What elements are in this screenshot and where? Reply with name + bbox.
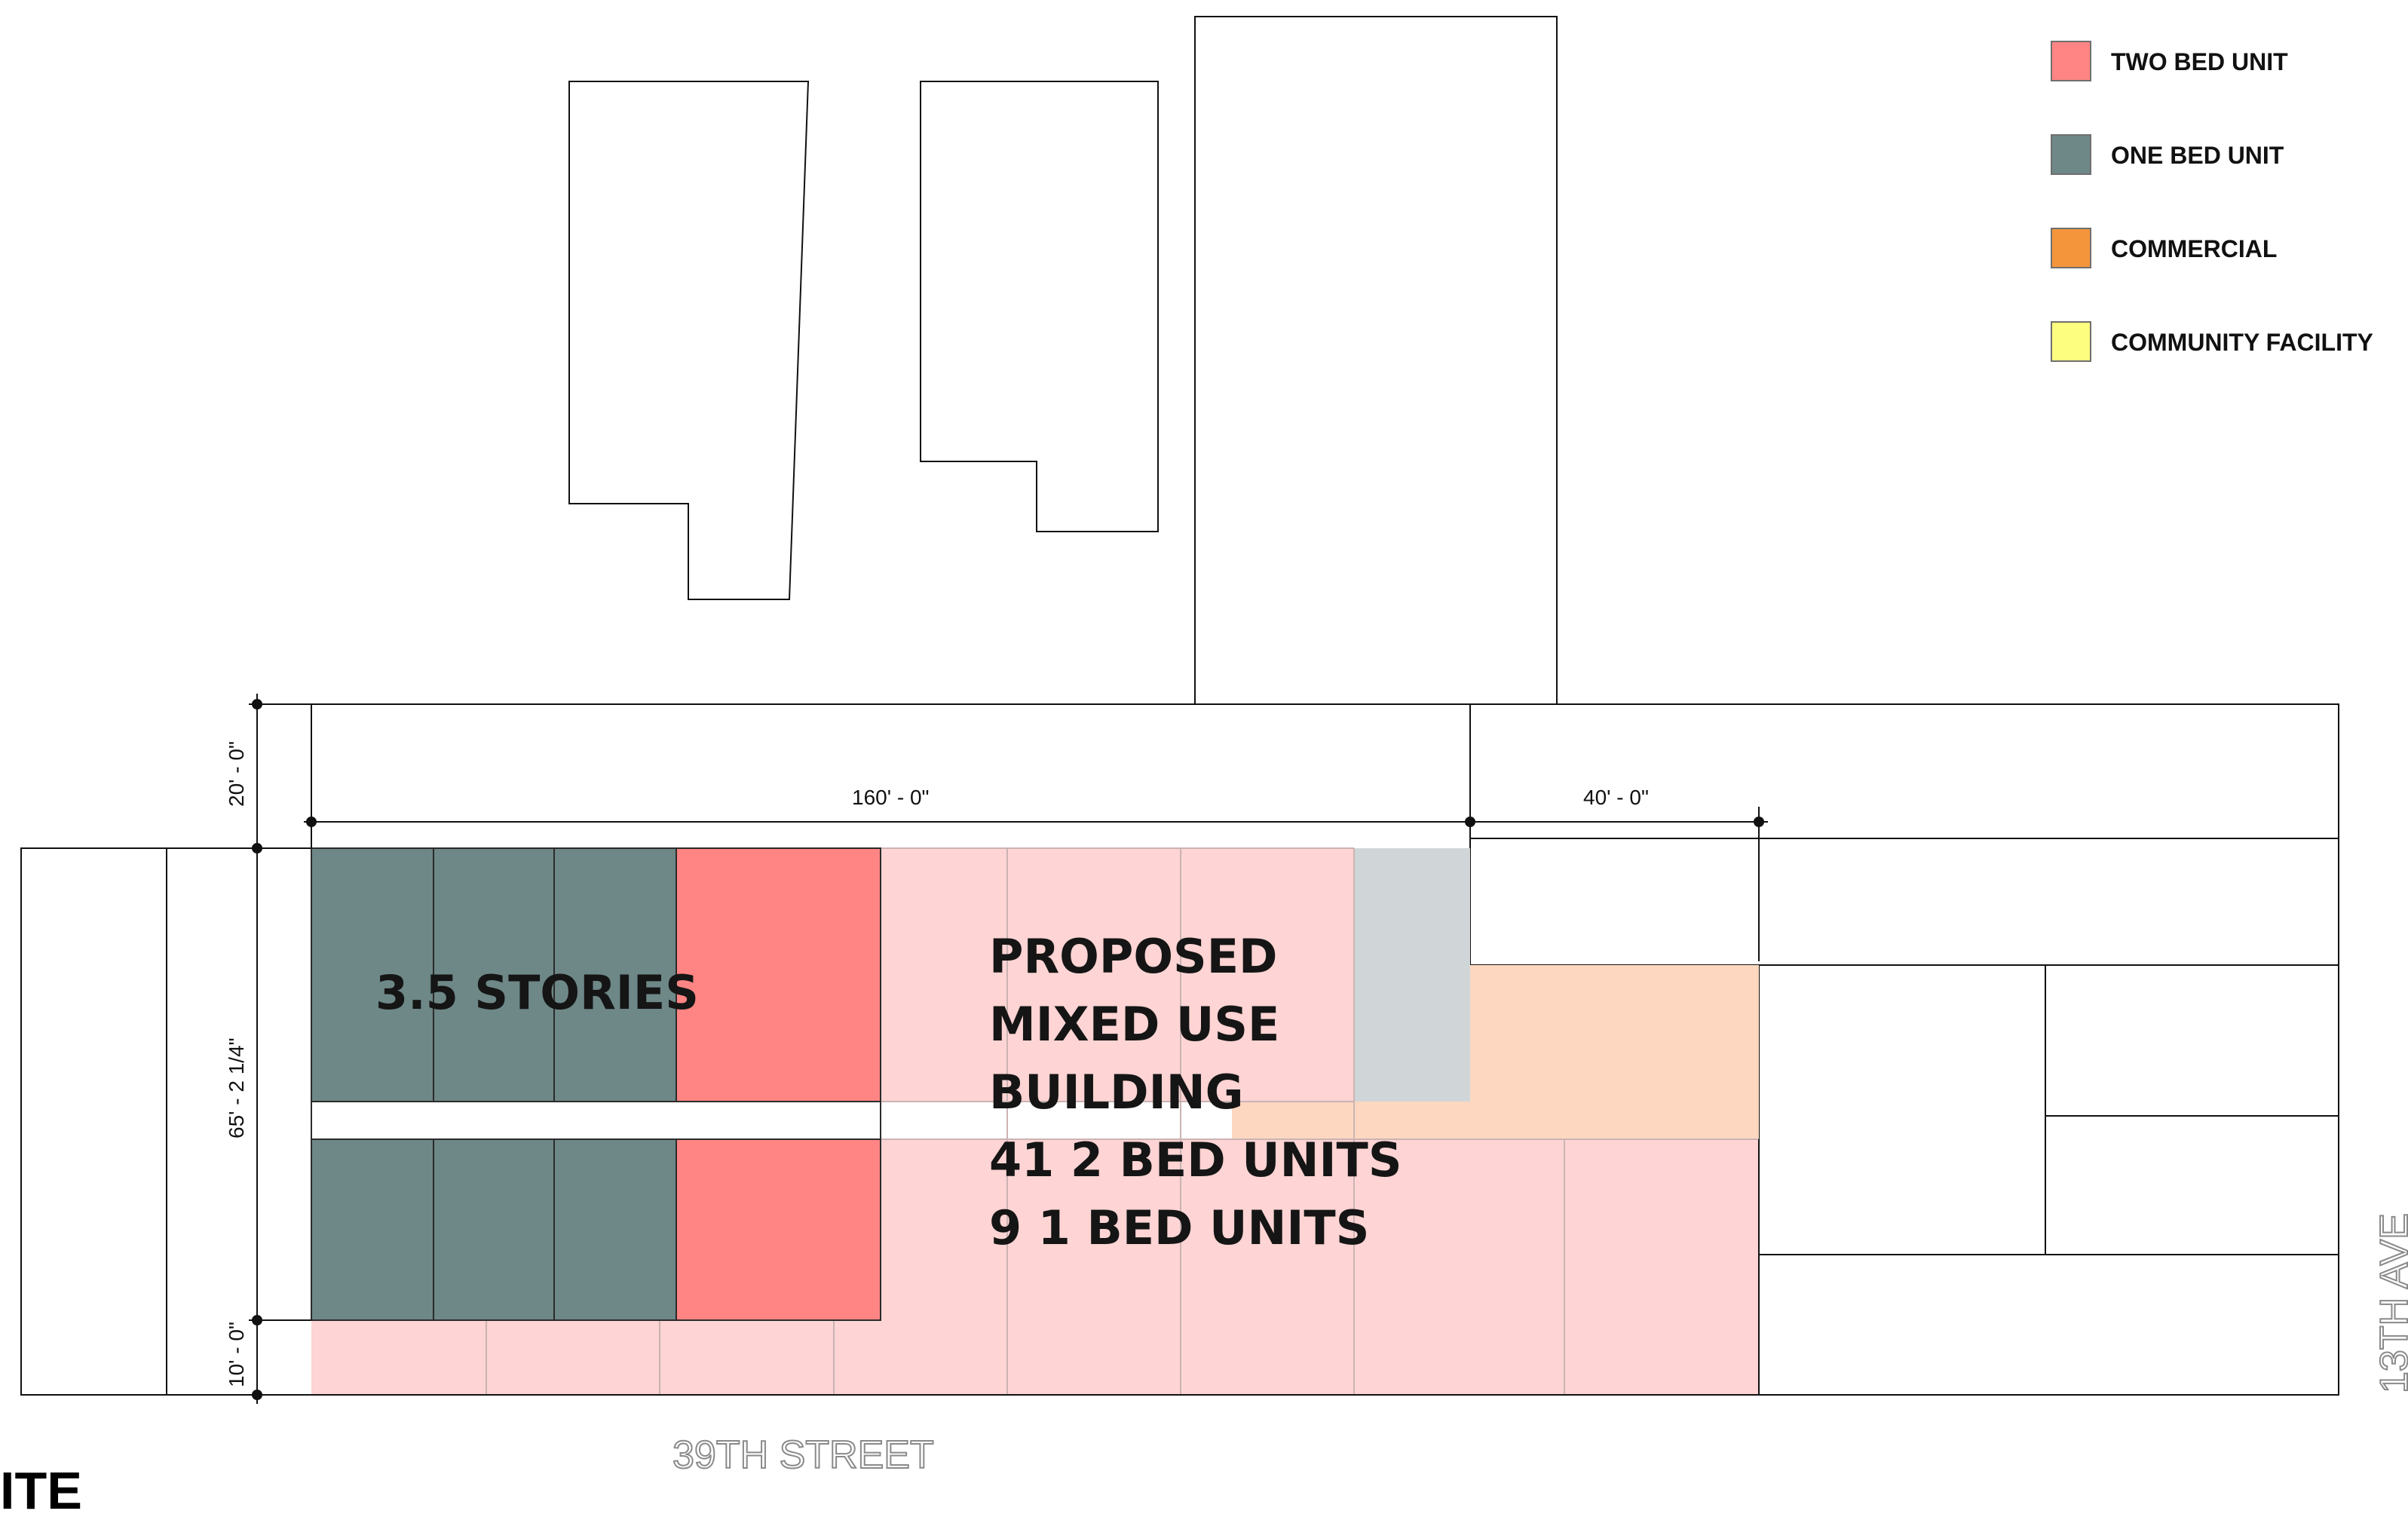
street-label-south: 39TH STREET — [672, 1433, 935, 1478]
one-bed-unit — [311, 1138, 434, 1321]
legend-item-two-bed: TWO BED UNIT — [2051, 41, 2405, 134]
corner-dimension: 40' - 0" — [1583, 786, 1649, 809]
legend-item-commercial: COMMERCIAL — [2051, 228, 2405, 321]
one-bed-unit — [433, 1138, 555, 1321]
dimension-lines — [249, 694, 1768, 1404]
neighbor-building-tall — [1194, 16, 1558, 705]
frontage-dimension: 160' - 0" — [852, 786, 930, 809]
street-label-east: 13TH AVE — [2372, 1212, 2408, 1394]
stories-label: 3.5 STORIES — [375, 965, 699, 1020]
legend-label: TWO BED UNIT — [2111, 48, 2288, 75]
proposed-line: BUILDING — [989, 1065, 1244, 1120]
site-plan-drawing — [20, 16, 2339, 1404]
one-bed-unit — [433, 847, 555, 1102]
neighbor-building-a — [568, 81, 810, 600]
neighbor-building-right-low-a — [1758, 964, 2046, 1255]
two-bed-unit — [676, 1138, 881, 1321]
site-title-fragment: ITE — [0, 1461, 82, 1520]
neighbor-building-right-top — [1469, 703, 2339, 839]
center-corridor — [311, 1102, 1232, 1139]
neighbor-building-b — [920, 81, 1159, 532]
legend: TWO BED UNIT ONE BED UNIT COMMERCIAL COM… — [2051, 41, 2405, 415]
front-setback-dimension: 10' - 0" — [225, 1322, 248, 1387]
neighbor-building-right-mid — [1469, 838, 2339, 966]
one-bed-unit — [553, 847, 677, 1102]
proposed-line: 9 1 BED UNITS — [989, 1200, 1370, 1255]
legend-swatch-one-bed — [2051, 134, 2091, 175]
proposed-line: PROPOSED — [989, 929, 1278, 984]
setback-outline — [311, 847, 881, 1321]
neighbor-building-right-corner — [1758, 1254, 2339, 1396]
rear-lot-line — [311, 703, 1195, 848]
proposed-building-label: PROPOSED MIXED USE BUILDING 41 2 BED UNI… — [989, 923, 1402, 1262]
legend-swatch-community-facility — [2051, 321, 2091, 362]
grey-unit-area — [1354, 848, 1470, 1102]
neighbor-building-right-low-c — [2045, 1115, 2339, 1255]
rear-yard-dimension: 20' - 0" — [225, 741, 248, 807]
legend-item-one-bed: ONE BED UNIT — [2051, 134, 2405, 228]
commercial-area — [1232, 965, 1759, 1139]
unit-division-lines — [486, 847, 1759, 1395]
legend-swatch-two-bed — [2051, 41, 2091, 81]
proposed-line: 41 2 BED UNITS — [989, 1132, 1402, 1188]
legend-swatch-commercial — [2051, 228, 2091, 268]
proposed-line: MIXED USE — [989, 997, 1280, 1052]
depth-dimension: 65' - 2 1/4" — [225, 1037, 248, 1138]
neighbor-building-right-low-b — [2045, 964, 2339, 1117]
legend-label: COMMERCIAL — [2111, 235, 2278, 262]
legend-label: COMMUNITY FACILITY — [2111, 329, 2373, 356]
two-bed-unit — [676, 847, 881, 1102]
one-bed-unit — [311, 847, 434, 1102]
legend-label: ONE BED UNIT — [2111, 142, 2284, 169]
legend-item-community-facility: COMMUNITY FACILITY — [2051, 321, 2405, 415]
one-bed-unit — [553, 1138, 677, 1321]
neighbor-building-left-a — [20, 847, 167, 1396]
